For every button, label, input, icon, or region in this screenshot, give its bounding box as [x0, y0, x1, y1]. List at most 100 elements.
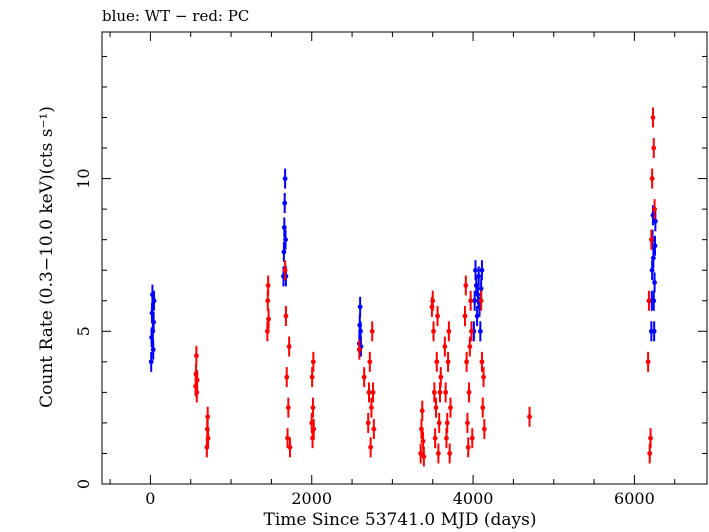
data-point — [361, 374, 367, 380]
data-point — [447, 451, 453, 456]
data-point — [473, 267, 478, 273]
data-point — [646, 298, 652, 304]
data-point — [443, 389, 449, 395]
data-point — [358, 328, 363, 334]
data-point — [481, 374, 486, 380]
data-point — [648, 435, 653, 441]
data-point — [442, 344, 448, 349]
data-point — [368, 444, 374, 450]
data-point — [652, 243, 658, 249]
data-point — [467, 344, 473, 349]
data-point — [436, 420, 442, 426]
data-point — [437, 389, 443, 395]
y-axis-label: Count Rate (0.3−10.0 keV)(cts s⁻¹) — [37, 106, 57, 408]
data-point — [265, 298, 271, 304]
data-point — [444, 420, 450, 426]
data-point — [448, 405, 453, 411]
x-tick-label: 0 — [145, 489, 155, 508]
data-point — [474, 313, 480, 319]
x-tick-label: 6000 — [614, 489, 655, 508]
data-point — [420, 438, 426, 444]
y-tick-label: 0 — [74, 479, 93, 489]
data-point — [205, 435, 211, 441]
x-tick-label: 4000 — [453, 489, 494, 508]
data-point — [475, 292, 481, 298]
data-point — [369, 405, 374, 411]
data-point — [283, 313, 289, 319]
data-point — [431, 328, 436, 334]
data-point — [194, 389, 200, 395]
data-point — [652, 280, 657, 285]
plot-frame — [101, 31, 708, 485]
data-point — [432, 435, 438, 441]
data-point — [652, 206, 657, 212]
data-point — [150, 347, 156, 353]
data-point — [469, 328, 474, 334]
data-point — [468, 298, 474, 304]
data-point — [284, 374, 290, 380]
data-point — [282, 176, 288, 181]
data-point — [281, 225, 287, 230]
data-point — [465, 420, 470, 426]
data-point — [431, 389, 437, 395]
chart-title: blue: WT − red: PC — [102, 7, 249, 25]
data-point — [464, 359, 470, 365]
data-point — [463, 283, 469, 288]
data-point — [469, 435, 475, 441]
y-axis: 0 5 10 — [74, 55, 707, 489]
data-point — [285, 405, 291, 411]
series-layer — [148, 107, 658, 467]
data-point — [650, 115, 656, 120]
data-point — [266, 316, 271, 322]
data-point — [265, 283, 271, 288]
data-point — [445, 359, 451, 365]
y-tick-label: 10 — [74, 168, 93, 188]
data-point — [283, 237, 288, 243]
data-point — [466, 389, 472, 395]
series-wt — [148, 168, 658, 372]
data-point — [435, 313, 440, 319]
data-point — [309, 374, 315, 380]
data-point — [645, 359, 651, 365]
data-point — [648, 237, 654, 243]
data-point — [649, 267, 655, 273]
data-point — [370, 389, 376, 395]
data-point — [356, 347, 362, 353]
data-point — [651, 328, 657, 334]
data-point — [282, 200, 288, 206]
data-point — [465, 444, 471, 450]
data-point — [479, 267, 485, 273]
data-point — [287, 444, 293, 450]
data-point — [369, 328, 375, 334]
data-point — [651, 298, 657, 304]
data-point — [472, 298, 478, 304]
data-point — [647, 451, 653, 456]
data-point — [480, 405, 486, 411]
data-point — [421, 454, 427, 459]
data-point — [430, 298, 436, 304]
data-point — [476, 273, 482, 279]
data-point — [438, 374, 444, 380]
data-point — [446, 328, 452, 334]
data-point — [419, 426, 424, 432]
data-point — [193, 353, 199, 359]
data-point — [365, 420, 371, 426]
data-point — [310, 405, 316, 411]
data-point — [434, 359, 440, 365]
data-point — [479, 359, 485, 365]
data-point — [527, 414, 532, 420]
data-point — [478, 286, 484, 291]
data-point — [371, 426, 377, 432]
data-point — [652, 218, 658, 224]
data-point — [310, 359, 316, 365]
data-point — [651, 145, 657, 151]
y-tick-label: 5 — [74, 326, 93, 336]
plot-border — [101, 31, 708, 485]
data-point — [367, 359, 373, 365]
data-point — [477, 328, 483, 334]
series-pc — [193, 107, 657, 467]
data-point — [148, 359, 154, 365]
data-point — [281, 249, 287, 255]
data-point — [366, 389, 372, 395]
